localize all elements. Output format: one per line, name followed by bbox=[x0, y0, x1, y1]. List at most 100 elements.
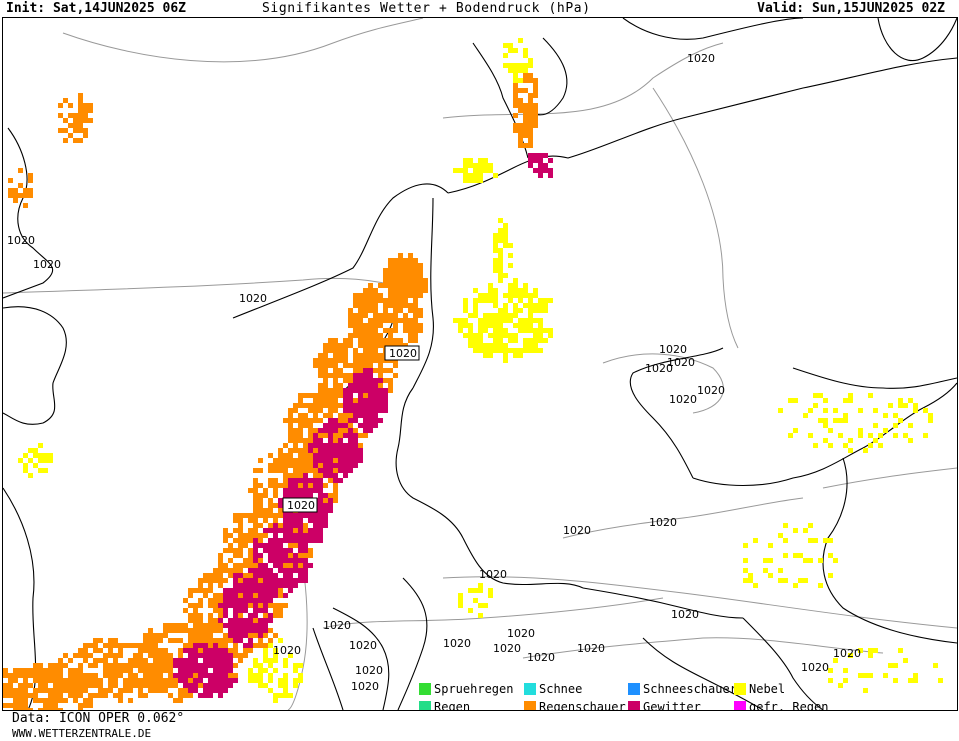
thunderstorm-cell bbox=[193, 658, 198, 663]
fog-cell bbox=[743, 578, 748, 583]
fog-cell bbox=[278, 693, 283, 698]
shower-cell bbox=[58, 693, 63, 698]
fog-cell bbox=[858, 408, 863, 413]
fog-cell bbox=[523, 303, 528, 308]
fog-cell bbox=[523, 63, 528, 68]
thunderstorm-cell bbox=[253, 613, 258, 618]
thunderstorm-cell bbox=[258, 573, 263, 578]
shower-cell bbox=[83, 698, 88, 703]
fog-cell bbox=[473, 173, 478, 178]
shower-cell bbox=[358, 293, 363, 298]
shower-cell bbox=[273, 468, 278, 473]
fog-cell bbox=[468, 323, 473, 328]
fog-cell bbox=[868, 393, 873, 398]
shower-cell bbox=[353, 363, 358, 368]
shower-cell bbox=[323, 388, 328, 393]
thunderstorm-cell bbox=[343, 448, 348, 453]
shower-cell bbox=[263, 513, 268, 518]
shower-cell bbox=[108, 643, 113, 648]
shower-cell bbox=[78, 683, 83, 688]
shower-cell bbox=[238, 578, 243, 583]
shower-cell bbox=[348, 313, 353, 318]
fog-cell bbox=[488, 298, 493, 303]
thunderstorm-cell bbox=[293, 563, 298, 568]
shower-cell bbox=[358, 363, 363, 368]
fog-cell bbox=[793, 528, 798, 533]
shower-cell bbox=[233, 653, 238, 658]
shower-cell bbox=[388, 263, 393, 268]
shower-cell bbox=[518, 103, 523, 108]
shower-cell bbox=[258, 638, 263, 643]
shower-cell bbox=[378, 313, 383, 318]
shower-cell bbox=[268, 498, 273, 503]
legend-swatch bbox=[628, 701, 640, 710]
thunderstorm-cell bbox=[293, 533, 298, 538]
thunderstorm-cell bbox=[353, 373, 358, 378]
shower-cell bbox=[393, 283, 398, 288]
shower-cell bbox=[328, 493, 333, 498]
shower-cell bbox=[263, 488, 268, 493]
shower-cell bbox=[318, 383, 323, 388]
shower-cell bbox=[103, 653, 108, 658]
fog-cell bbox=[493, 328, 498, 333]
thunderstorm-cell bbox=[328, 473, 333, 478]
shower-cell bbox=[173, 638, 178, 643]
fog-cell bbox=[528, 313, 533, 318]
fog-cell bbox=[493, 338, 498, 343]
thunderstorm-cell bbox=[318, 483, 323, 488]
shower-cell bbox=[378, 383, 383, 388]
thunderstorm-cell bbox=[258, 608, 263, 613]
shower-cell bbox=[313, 393, 318, 398]
fog-cell bbox=[543, 303, 548, 308]
thunderstorm-cell bbox=[208, 653, 213, 658]
shower-cell bbox=[353, 328, 358, 333]
thunderstorm-cell bbox=[198, 668, 203, 673]
thunderstorm-cell bbox=[298, 533, 303, 538]
fog-cell bbox=[518, 328, 523, 333]
shower-cell bbox=[53, 693, 58, 698]
thunderstorm-cell bbox=[233, 578, 238, 583]
thunderstorm-cell bbox=[233, 603, 238, 608]
thunderstorm-cell bbox=[268, 543, 273, 548]
shower-cell bbox=[178, 648, 183, 653]
shower-cell bbox=[288, 473, 293, 478]
thunderstorm-cell bbox=[318, 488, 323, 493]
shower-cell bbox=[308, 468, 313, 473]
shower-cell bbox=[123, 678, 128, 683]
shower-cell bbox=[283, 483, 288, 488]
shower-cell bbox=[113, 693, 118, 698]
shower-cell bbox=[388, 278, 393, 283]
thunderstorm-cell bbox=[258, 543, 263, 548]
shower-cell bbox=[238, 518, 243, 523]
shower-cell bbox=[398, 338, 403, 343]
thunderstorm-cell bbox=[223, 663, 228, 668]
thunderstorm-cell bbox=[223, 608, 228, 613]
shower-cell bbox=[368, 338, 373, 343]
shower-cell bbox=[273, 608, 278, 613]
thunderstorm-cell bbox=[353, 383, 358, 388]
shower-cell bbox=[418, 278, 423, 283]
thunderstorm-cell bbox=[353, 438, 358, 443]
thunderstorm-cell bbox=[188, 648, 193, 653]
thunderstorm-cell bbox=[198, 653, 203, 658]
shower-cell bbox=[408, 253, 413, 258]
fog-cell bbox=[503, 313, 508, 318]
shower-cell bbox=[73, 668, 78, 673]
fog-cell bbox=[903, 403, 908, 408]
thunderstorm-cell bbox=[328, 423, 333, 428]
thunderstorm-cell bbox=[303, 538, 308, 543]
thunderstorm-cell bbox=[183, 663, 188, 668]
shower-cell bbox=[213, 578, 218, 583]
shower-cell bbox=[83, 133, 88, 138]
thunderstorm-cell bbox=[373, 423, 378, 428]
isobar-label: 1020 bbox=[323, 619, 351, 632]
shower-cell bbox=[333, 393, 338, 398]
shower-cell bbox=[258, 468, 263, 473]
fog-cell bbox=[468, 588, 473, 593]
shower-cell bbox=[388, 318, 393, 323]
shower-cell bbox=[83, 113, 88, 118]
fog-cell bbox=[803, 413, 808, 418]
thunderstorm-cell bbox=[343, 423, 348, 428]
fog-cell bbox=[548, 333, 553, 338]
shower-cell bbox=[383, 368, 388, 373]
